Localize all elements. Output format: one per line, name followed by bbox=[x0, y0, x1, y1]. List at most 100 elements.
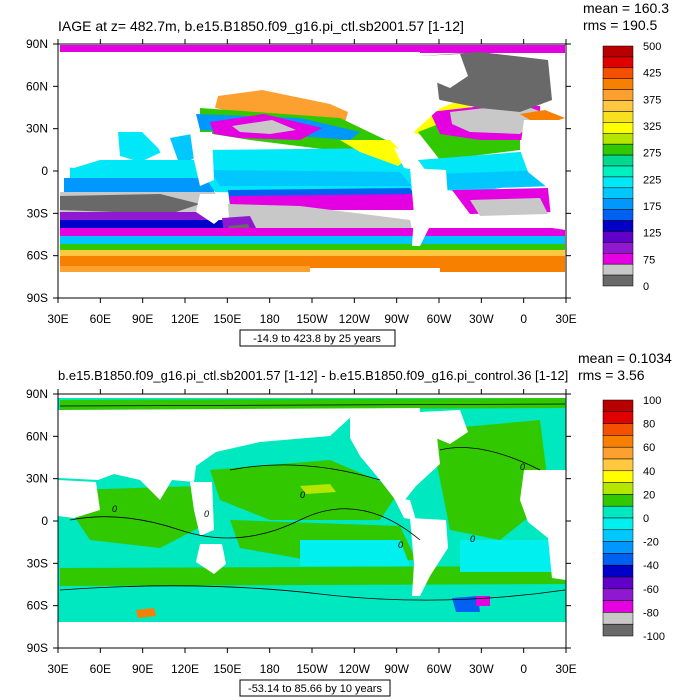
panel-1-contour-info: -14.9 to 423.8 by 25 years bbox=[253, 333, 381, 345]
colorbar-label: 40 bbox=[643, 466, 655, 478]
panel-2-yaxis: 90N 60N 30N 0 30S 60S 90S bbox=[26, 387, 571, 655]
panel-2-xaxis: 30E 60E 90E 120E 150E 180 150W 120W 90W 60W 30W 0 30… bbox=[47, 389, 577, 676]
green-indian bbox=[70, 486, 214, 548]
colorbar-swatch bbox=[602, 133, 634, 145]
land-africa-west bbox=[58, 130, 100, 168]
cyan-light-atl bbox=[460, 540, 552, 572]
y-tick-label: 60S bbox=[27, 249, 48, 263]
land2-se-asia bbox=[190, 482, 214, 536]
colorbar-label: 0 bbox=[643, 513, 649, 525]
land2-antarctica bbox=[58, 622, 566, 648]
x-tick-label: 150W bbox=[296, 662, 328, 676]
colorbar-label: 500 bbox=[643, 41, 661, 53]
colorbar-swatch bbox=[602, 423, 634, 436]
colorbar-swatch bbox=[602, 623, 634, 637]
y-tick-label: 90N bbox=[26, 387, 48, 401]
contour-label: 0 bbox=[470, 534, 475, 544]
contour-label: 0 bbox=[398, 540, 403, 550]
colorbar-swatch bbox=[602, 242, 634, 254]
blue-patch bbox=[452, 596, 480, 612]
land2-africa-west bbox=[58, 480, 100, 518]
colorbar-label: 225 bbox=[643, 174, 661, 186]
y-tick-label: 30S bbox=[27, 206, 48, 220]
indian-sub1 bbox=[64, 178, 214, 192]
colorbar-swatch bbox=[602, 553, 634, 566]
colorbar-swatch bbox=[602, 165, 634, 178]
indian-darkgray bbox=[60, 194, 200, 214]
land-india bbox=[150, 130, 170, 156]
colorbar-swatch bbox=[602, 122, 634, 134]
land2-greenland bbox=[420, 410, 468, 444]
colorbar-label: 325 bbox=[643, 121, 661, 133]
pacific-north-gray bbox=[232, 120, 296, 134]
mediterranean bbox=[520, 110, 565, 126]
colorbar-swatch bbox=[602, 100, 634, 112]
bay-of-bengal bbox=[170, 134, 198, 166]
x-tick-label: 60W bbox=[427, 662, 452, 676]
contour-line-2 bbox=[59, 585, 566, 601]
panel-2-title: b.e15.B1850.f09_g16.pi_ctl.sb2001.57 [1-… bbox=[58, 368, 568, 383]
so-band-7 bbox=[440, 266, 565, 274]
colorbar-swatch bbox=[602, 56, 634, 69]
colorbar-label: -40 bbox=[643, 560, 659, 572]
y-tick-label: 90S bbox=[27, 291, 48, 305]
indian-blue bbox=[60, 220, 230, 230]
x-tick-label: 90W bbox=[384, 312, 409, 326]
colorbar-label: 75 bbox=[643, 254, 655, 266]
panel-1-rms: rms = 190.5 bbox=[583, 17, 658, 33]
x-tick-label: 150E bbox=[213, 662, 241, 676]
colorbar-swatch bbox=[602, 89, 634, 101]
so-band-3 bbox=[60, 244, 565, 250]
pacific-eq-blue bbox=[210, 170, 412, 186]
x-tick-label: 30E bbox=[47, 312, 68, 326]
land-antarctica bbox=[58, 272, 566, 298]
x-tick-label: 30E bbox=[555, 312, 576, 326]
colorbar-swatch bbox=[602, 458, 634, 472]
x-tick-label: 90E bbox=[132, 312, 153, 326]
x-tick-label: 150E bbox=[213, 312, 241, 326]
x-tick-label: 30E bbox=[555, 662, 576, 676]
atl-eq-blue bbox=[430, 170, 552, 190]
panel-2-rms: rms = 3.56 bbox=[578, 367, 645, 383]
land2-eurasia bbox=[58, 408, 420, 500]
colorbar-label: 175 bbox=[643, 201, 661, 213]
contour-label: 0 bbox=[300, 490, 305, 500]
land-africa bbox=[520, 120, 566, 230]
x-tick-label: 120W bbox=[339, 312, 371, 326]
colorbar-swatch bbox=[602, 263, 634, 276]
so-band-5 bbox=[60, 256, 565, 268]
colorbar-label: 0 bbox=[643, 281, 649, 293]
x-tick-label: 0 bbox=[520, 312, 527, 326]
x-tick-label: 30W bbox=[469, 662, 494, 676]
land2-north-america bbox=[350, 412, 440, 506]
x-tick-label: 180 bbox=[260, 312, 280, 326]
panel-1-field bbox=[58, 44, 566, 298]
land2-central-america bbox=[394, 498, 416, 520]
so-band-6 bbox=[60, 266, 310, 272]
colorbar-swatch bbox=[602, 78, 634, 90]
green-south bbox=[60, 566, 565, 586]
x-tick-label: 150W bbox=[296, 312, 328, 326]
colorbar-label: 100 bbox=[643, 395, 661, 407]
colorbar-label: 80 bbox=[643, 419, 655, 431]
x-tick-label: 120E bbox=[171, 312, 199, 326]
x-tick-label: 60E bbox=[90, 662, 111, 676]
colorbar-swatch bbox=[602, 411, 634, 424]
colorbar-label: 125 bbox=[643, 228, 661, 240]
y-tick-label: 60S bbox=[27, 599, 48, 613]
colorbar-label: -80 bbox=[643, 607, 659, 619]
colorbar-label: 425 bbox=[643, 68, 661, 80]
land-south-america bbox=[410, 168, 448, 246]
y-tick-label: 30S bbox=[27, 556, 48, 570]
land-australia bbox=[196, 194, 226, 224]
y-tick-label: 90S bbox=[27, 641, 48, 655]
land-greenland bbox=[420, 54, 468, 88]
land2-south-america bbox=[410, 518, 448, 596]
colorbar-label: -20 bbox=[643, 537, 659, 549]
so-band-4 bbox=[60, 250, 565, 256]
panel-2-mean: mean = 0.1034 bbox=[578, 350, 672, 366]
x-tick-label: 90W bbox=[384, 662, 409, 676]
colorbar-label: 60 bbox=[643, 442, 655, 454]
colorbar-swatch bbox=[602, 612, 634, 625]
contour-line-5 bbox=[59, 403, 566, 407]
